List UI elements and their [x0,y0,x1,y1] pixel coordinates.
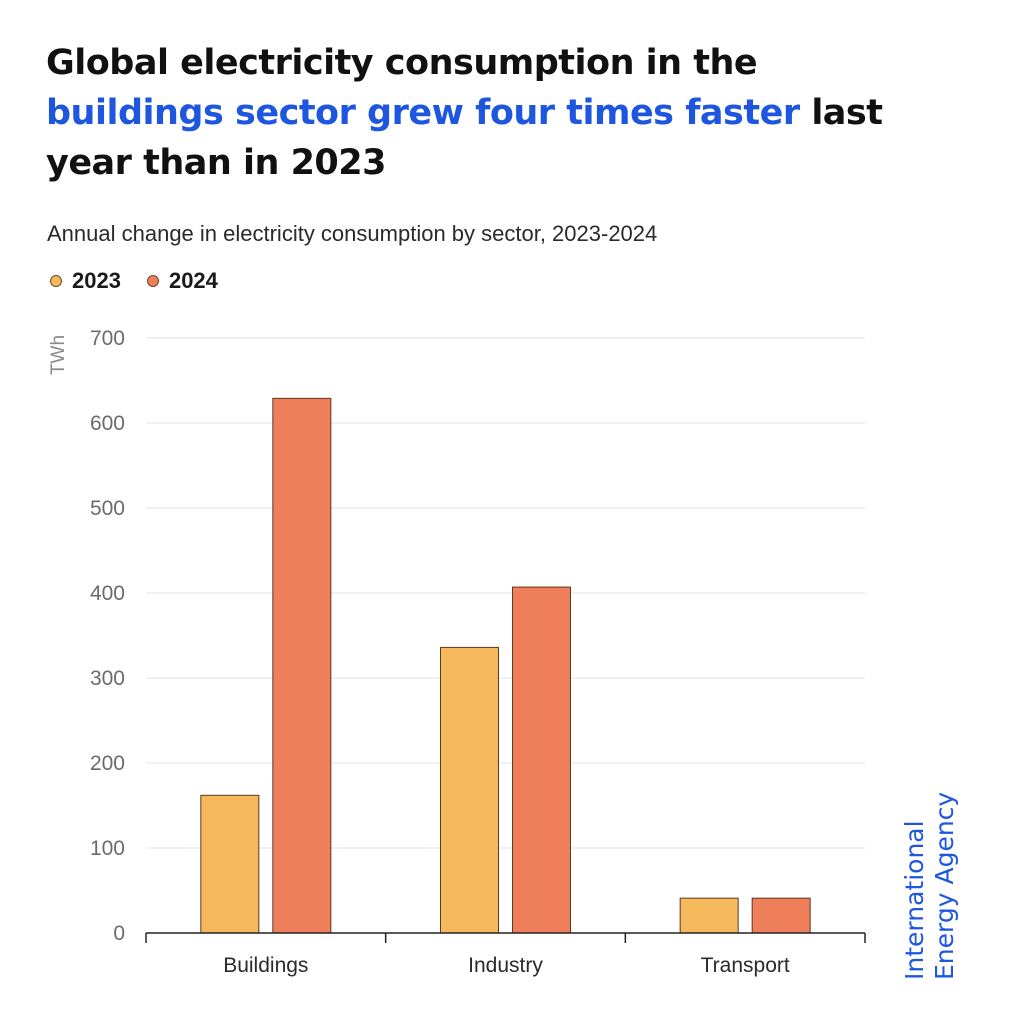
x-category-label: Buildings [223,954,308,977]
legend-item: 2023 [50,268,121,294]
y-tick-label: 200 [90,752,125,775]
x-category-label: Industry [468,954,543,977]
chart-title: Global electricity consumption in the bui… [46,38,946,188]
bar-industry-2023 [440,646,499,934]
y-axis-unit-label: TWh [48,335,69,375]
title-part-2: last year than in 2023 [46,93,883,183]
y-tick-label: 600 [90,412,125,435]
legend-swatch [146,275,159,287]
chart-legend: 2023 2024 [50,268,244,294]
title-part-1: Global electricity consumption in the [46,43,758,83]
y-tick-label: 400 [90,582,125,605]
bar-transport-2024 [751,897,811,934]
title-highlight: buildings sector grew four times faster [46,93,800,133]
y-tick-label: 500 [90,497,125,520]
legend-item: 2024 [146,268,218,294]
legend-label: 2024 [168,268,218,293]
chart-subtitle: Annual change in electricity consumption… [47,221,658,246]
y-tick-label: 100 [90,837,125,860]
y-tick-label: 700 [90,327,125,350]
brand-line-1: International [900,820,929,980]
iea-logo: International Energy Agency [900,792,960,980]
bar-buildings-2024 [272,397,332,934]
bar-buildings-2023 [200,794,260,934]
x-category-label: Transport [701,954,790,977]
legend-label: 2023 [72,268,121,293]
y-tick-label: 300 [90,667,125,690]
bar-transport-2023 [679,897,739,934]
brand-line-2: Energy Agency [930,791,959,980]
y-tick-label: 0 [113,922,125,945]
legend-swatch [50,275,62,287]
bar-industry-2024 [512,586,571,934]
